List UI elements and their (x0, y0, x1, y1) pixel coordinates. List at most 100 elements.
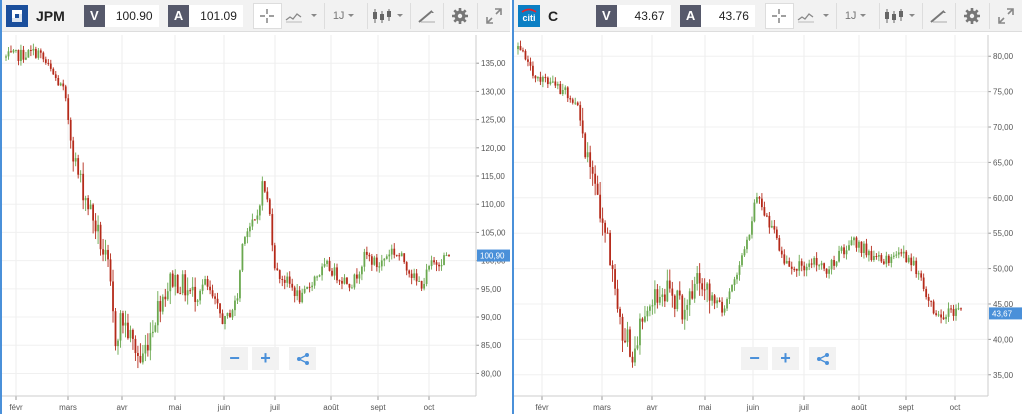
candle-body (47, 62, 50, 64)
bid-price[interactable]: 43.67 (616, 4, 671, 27)
zoom-in-button[interactable]: + (772, 347, 799, 370)
indicators-dropdown[interactable] (794, 3, 836, 29)
candle-body (930, 300, 933, 302)
panel-toolbar: JPM V 100.90 A 101.09 1J (2, 0, 510, 32)
candle-body (586, 152, 589, 158)
last-price-label: 100,90 (480, 252, 505, 261)
x-tick-label: juin (217, 403, 230, 412)
candle-body (283, 279, 286, 283)
candle-body (278, 270, 281, 280)
period-dropdown[interactable]: 1J (325, 3, 367, 29)
candle-body (72, 140, 75, 162)
candle-body (768, 215, 771, 228)
candle-body (863, 243, 865, 254)
chart-type-dropdown[interactable] (880, 3, 922, 29)
candle-body (268, 199, 271, 215)
candle-body (770, 225, 773, 228)
candle-body (897, 252, 900, 255)
share-button[interactable] (289, 347, 316, 370)
candle-body (281, 279, 284, 281)
bid-tag[interactable]: V (595, 4, 617, 27)
candle-body (848, 245, 850, 251)
candle-body (360, 266, 363, 275)
candle-body (785, 260, 788, 264)
indicators-dropdown[interactable] (282, 3, 324, 29)
symbol-label: C (548, 7, 559, 24)
share-button[interactable] (809, 347, 836, 370)
x-tick-label: mars (593, 403, 611, 412)
candle-body (343, 277, 346, 284)
candle-body (731, 284, 733, 292)
ask-price[interactable]: 43.76 (701, 4, 755, 27)
drawing-tools-button[interactable] (411, 3, 443, 29)
candle-body (149, 333, 152, 351)
y-tick-label: 80,00 (993, 52, 1014, 61)
bid-price[interactable]: 100.90 (104, 4, 159, 27)
candle-body (835, 261, 838, 266)
candle-body (651, 305, 654, 307)
candle-body (524, 50, 527, 60)
settings-button[interactable] (444, 3, 476, 29)
candle-body (326, 260, 328, 264)
x-tick-label: juil (798, 403, 809, 412)
candle-body (383, 258, 386, 261)
candle-body (912, 260, 915, 266)
candle-body (186, 290, 189, 296)
price-chart[interactable]: févr mars avr mai juin juil août sept oct 35,00 40… (514, 33, 1022, 414)
drawing-tools-button[interactable] (923, 3, 955, 29)
candle-body (907, 257, 910, 263)
candle-body (716, 300, 719, 304)
candle-body (258, 205, 261, 216)
candle-body (59, 83, 62, 86)
candle-body (537, 77, 539, 79)
candle-body (609, 232, 611, 266)
candle-body (805, 266, 808, 271)
candle-body (7, 51, 10, 57)
settings-button[interactable] (956, 3, 988, 29)
expand-button[interactable] (989, 3, 1021, 29)
candle-body (79, 173, 82, 175)
candle-body (420, 280, 423, 289)
ask-tag[interactable]: A (168, 4, 190, 27)
candle-body (129, 329, 132, 339)
candle-body (947, 308, 950, 317)
candle-body (798, 261, 801, 271)
chart-type-dropdown[interactable] (368, 3, 410, 29)
period-dropdown[interactable]: 1J (837, 3, 879, 29)
indicator-chart-icon (797, 12, 814, 22)
candle-body (430, 260, 433, 267)
candle-body (616, 288, 619, 309)
candle-body (763, 207, 766, 216)
zoom-out-button[interactable]: − (741, 347, 768, 370)
ask-price[interactable]: 101.09 (189, 4, 243, 27)
crosshair-button[interactable] (252, 2, 282, 29)
candle-body (634, 348, 636, 363)
candle-body (408, 270, 411, 274)
candle-body (686, 304, 689, 310)
candle-body (960, 308, 962, 310)
chevron-down-icon (310, 13, 317, 17)
candle-body (256, 215, 259, 220)
zoom-in-button[interactable]: + (252, 347, 279, 370)
candle-body (746, 239, 748, 250)
y-tick-label: 40,00 (993, 335, 1014, 344)
candle-body (584, 133, 587, 158)
expand-button[interactable] (477, 3, 509, 29)
candle-body (721, 301, 723, 313)
share-icon (296, 352, 309, 365)
candle-body (676, 290, 679, 310)
candle-body (666, 280, 669, 302)
candle-body (594, 173, 597, 184)
zoom-out-button[interactable]: − (221, 347, 248, 370)
x-tick-label: févr (9, 403, 23, 412)
x-tick-label: avr (646, 403, 657, 412)
candle-body (97, 224, 99, 232)
candle-body (656, 289, 659, 303)
price-chart[interactable]: févr mars avr mai juin juil août sept oct 80,00 85… (2, 33, 510, 414)
candle-body (815, 257, 818, 266)
bid-tag[interactable]: V (83, 4, 105, 27)
ask-tag[interactable]: A (680, 4, 702, 27)
crosshair-button[interactable] (764, 2, 794, 29)
candle-body (348, 283, 351, 288)
x-tick-label: août (323, 403, 339, 412)
